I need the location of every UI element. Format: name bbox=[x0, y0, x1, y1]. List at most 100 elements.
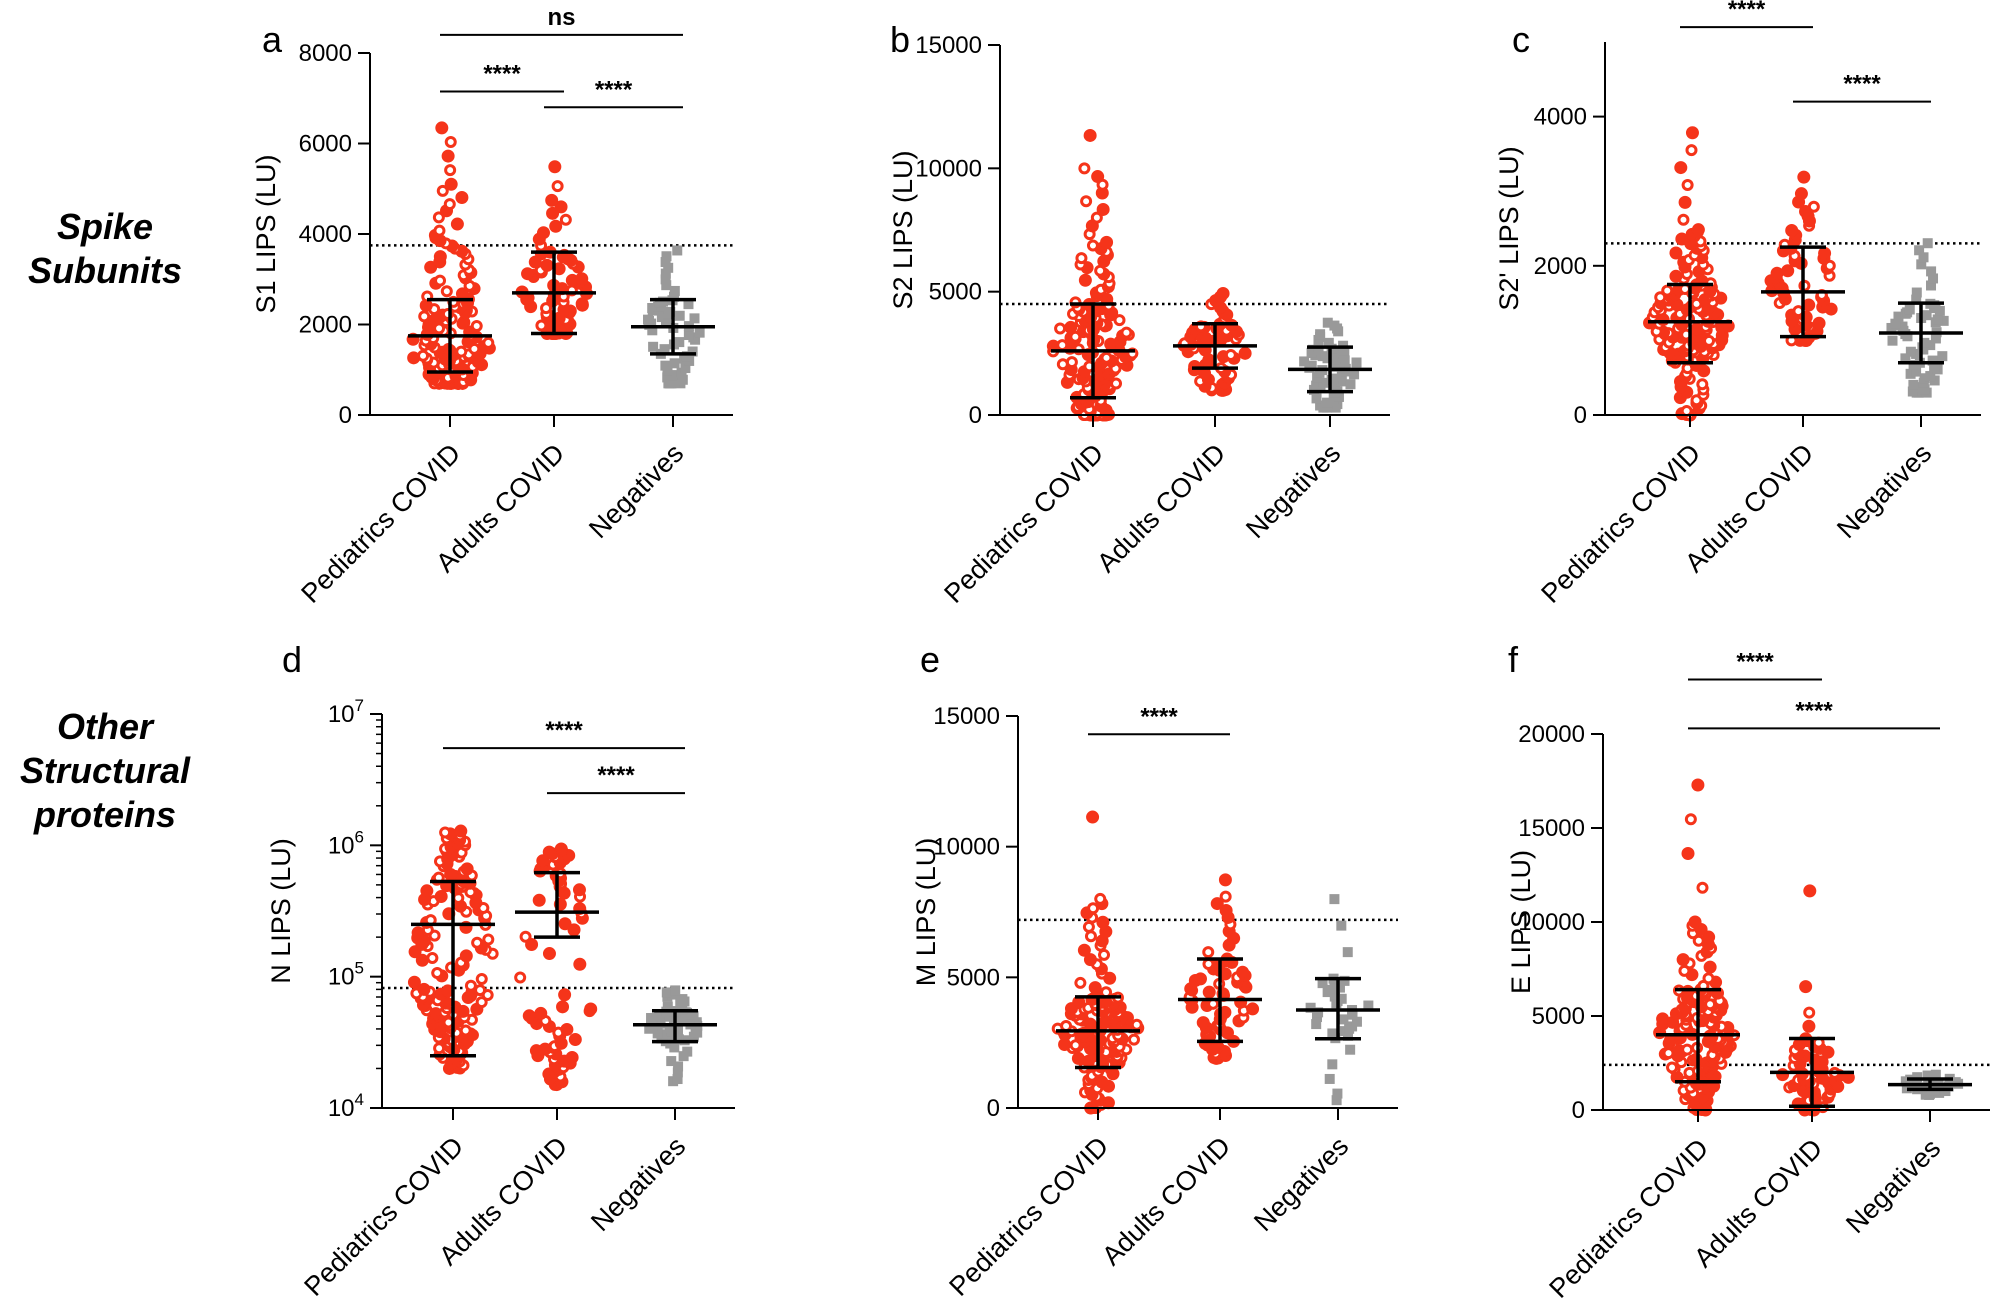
data-point-covid bbox=[1056, 339, 1069, 352]
data-point-covid bbox=[1666, 1061, 1679, 1074]
data-point-covid bbox=[1674, 161, 1688, 175]
data-point-covid bbox=[434, 274, 447, 287]
data-point-negative bbox=[672, 245, 683, 256]
data-point-covid bbox=[1193, 972, 1207, 986]
data-point-negative bbox=[647, 303, 658, 314]
data-point-covid bbox=[1096, 202, 1110, 216]
x-category-label: Negatives bbox=[1840, 1133, 1946, 1239]
data-point-covid bbox=[1776, 1068, 1790, 1082]
data-point-covid bbox=[1127, 1033, 1140, 1046]
data-point-negative bbox=[660, 268, 671, 279]
y-tick-label: 5000 bbox=[929, 279, 982, 306]
data-point-covid bbox=[1224, 348, 1237, 361]
panel-e: e 0 5000 10000 15000 M LIPS (LU) Pediatrics CO… bbox=[911, 639, 1398, 1302]
data-point-negative bbox=[661, 280, 672, 291]
data-point-covid bbox=[1681, 1043, 1694, 1056]
data-point-covid bbox=[1246, 1002, 1260, 1016]
data-point-covid bbox=[1054, 322, 1067, 335]
data-point-negative bbox=[1905, 346, 1916, 357]
data-point-negative bbox=[1904, 304, 1915, 315]
data-point-negative bbox=[1937, 351, 1948, 362]
data-point-negative bbox=[672, 1067, 683, 1078]
data-point-covid bbox=[433, 250, 447, 264]
data-point-covid bbox=[1100, 235, 1114, 249]
x-category-label: Pediatrics COVID bbox=[295, 438, 466, 609]
y-tick-label: 10000 bbox=[915, 155, 982, 182]
y-tick-label: 4000 bbox=[1534, 104, 1587, 131]
significance-label: **** bbox=[1140, 703, 1178, 730]
data-point-covid bbox=[1202, 946, 1215, 959]
data-point-covid bbox=[1075, 252, 1088, 265]
data-point-negative bbox=[1324, 1073, 1335, 1084]
data-point-negative bbox=[669, 358, 680, 369]
data-point-covid bbox=[1818, 246, 1832, 260]
significance-label: ns bbox=[547, 4, 575, 31]
data-point-covid bbox=[521, 267, 535, 281]
data-point-negative bbox=[691, 1017, 702, 1028]
data-point-negative bbox=[1311, 393, 1322, 404]
data-point-covid bbox=[1218, 873, 1232, 887]
data-point-negative bbox=[1926, 266, 1937, 277]
data-point-negative bbox=[1336, 352, 1347, 363]
data-point-negative bbox=[1329, 989, 1340, 1000]
data-point-covid bbox=[1781, 264, 1795, 278]
data-point-covid bbox=[1669, 269, 1683, 283]
data-point-covid bbox=[540, 258, 554, 272]
y-tick-label: 15000 bbox=[915, 32, 982, 59]
data-point-covid bbox=[1797, 170, 1811, 184]
data-point-negative bbox=[1322, 317, 1333, 328]
data-point-covid bbox=[459, 949, 473, 963]
data-point-covid bbox=[532, 893, 546, 907]
data-point-covid bbox=[417, 349, 430, 362]
data-point-negative bbox=[1911, 294, 1922, 305]
data-point-covid bbox=[434, 889, 448, 903]
data-point-covid bbox=[1799, 980, 1813, 994]
data-point-covid bbox=[548, 160, 562, 174]
data-point-covid bbox=[1074, 976, 1087, 989]
data-point-negative bbox=[660, 257, 671, 268]
data-point-negative bbox=[1921, 310, 1932, 321]
data-point-covid bbox=[1656, 1012, 1670, 1026]
data-point-negative bbox=[1335, 376, 1346, 387]
data-point-negative bbox=[1327, 1059, 1338, 1070]
data-point-negative bbox=[1342, 947, 1353, 958]
y-tick-label: 105 bbox=[328, 959, 364, 991]
x-category-label: Pediatrics COVID bbox=[943, 1131, 1114, 1302]
significance-label: **** bbox=[595, 76, 633, 103]
data-point-covid bbox=[1086, 239, 1099, 252]
data-point-negative bbox=[682, 1046, 693, 1057]
data-point-covid bbox=[1216, 286, 1230, 300]
data-point-covid bbox=[559, 213, 572, 226]
data-point-negative bbox=[1916, 259, 1927, 270]
data-point-covid bbox=[470, 320, 483, 333]
data-point-negative bbox=[1311, 1019, 1322, 1030]
data-point-negative bbox=[683, 299, 694, 310]
data-point-negative bbox=[1349, 369, 1360, 380]
data-point-covid bbox=[436, 184, 449, 197]
data-point-negative bbox=[1338, 1014, 1349, 1025]
data-point-negative bbox=[673, 1061, 684, 1072]
data-point-covid bbox=[420, 884, 434, 898]
data-point-negative bbox=[1930, 333, 1941, 344]
data-point-negative bbox=[1927, 355, 1938, 366]
data-point-covid bbox=[1696, 378, 1709, 391]
data-point-covid bbox=[558, 917, 572, 931]
data-point-covid bbox=[1770, 266, 1784, 280]
data-point-negative bbox=[660, 317, 671, 328]
significance-label: **** bbox=[1736, 648, 1774, 675]
data-point-negative bbox=[660, 274, 671, 285]
y-tick-label: 10000 bbox=[933, 834, 1000, 861]
data-point-covid bbox=[554, 842, 568, 856]
data-point-covid bbox=[572, 883, 586, 897]
data-point-negative bbox=[1916, 1082, 1927, 1093]
significance-label: **** bbox=[483, 60, 521, 87]
data-point-covid bbox=[455, 190, 469, 204]
data-point-negative bbox=[677, 994, 688, 1005]
data-point-negative bbox=[1926, 280, 1937, 291]
y-tick-label: 5000 bbox=[1532, 1003, 1585, 1030]
data-point-negative bbox=[661, 987, 672, 998]
data-point-covid bbox=[568, 1033, 582, 1047]
data-point-covid bbox=[1681, 178, 1694, 191]
